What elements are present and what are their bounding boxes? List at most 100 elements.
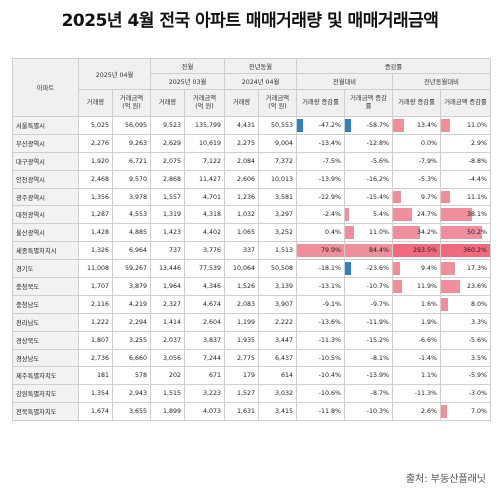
rate-bar [393,280,403,293]
rate-cell: 293.5% [392,241,442,261]
table-row: 경상북도 1,807 3,255 2,037 3,837 1,935 3,447 -11.3%… [12,330,492,350]
rate-value: 3.5% [471,354,488,362]
table-row: 광주광역시 1,356 3,978 1,557 4,701 1,236 3,581 -12.9… [12,187,492,207]
rate-bar [441,405,447,419]
rate-cell: -5.6% [344,151,394,171]
value-cell: 1,631 [224,402,260,422]
value-cell: 2,275 [224,133,260,153]
rate-value: 24.7% [417,211,438,219]
table-row: 제주특별자치도 181 578 202 671 179 614 -10.4% -13.9% 1.1… [12,366,492,386]
table-row: 대전광역시 1,287 4,553 1,319 4,318 1,032 3,297 -2.4%… [12,205,492,225]
rate-value: 8.0% [471,300,488,308]
value-cell: 3,978 [111,187,152,207]
header-prev-month: 전월 [150,58,226,74]
rate-cell: -23.6% [344,259,394,279]
rate-cell: -7.5% [296,151,346,171]
rate-cell: -13.4% [296,133,346,153]
rate-cell: -7.9% [392,151,442,171]
region-cell: 부산광역시 [12,133,79,153]
rate-bar [441,208,473,222]
header-amount-rate: 거래금액 증감률 [440,89,492,117]
region-cell: 인천광역시 [12,169,79,189]
value-cell: 13,446 [150,259,186,279]
value-cell: 1,707 [78,277,113,296]
value-cell: 59,267 [111,259,152,279]
rate-cell: -10.5% [296,348,346,368]
rate-cell: -58.7% [344,116,394,135]
header-prev-year: 전년동월 [224,58,298,74]
rate-bar [441,297,448,311]
header-amount: 거래금액 (억 원) [184,89,226,117]
rate-value: -4.4% [468,175,488,183]
rate-cell: -13.9% [344,366,394,386]
rate-value: -58.7% [366,121,390,129]
region-cell: 제주특별자치도 [12,366,79,386]
value-cell: 1,899 [150,402,186,422]
table-row: 전라남도 1,222 2,294 1,414 2,604 1,199 2,222 -13.6%… [12,312,492,332]
value-cell: 3,255 [111,330,152,350]
rate-value: 11.0% [369,229,390,237]
header-volume-rate: 거래량 증감률 [296,89,346,117]
header-change: 증감률 [296,58,492,74]
value-cell: 2,629 [150,133,186,153]
rate-value: -10.5% [318,354,342,362]
rate-cell: 5.4% [344,205,394,225]
value-cell: 3,223 [184,384,226,404]
header-mom: 전월대비 [296,73,394,90]
rate-bar [441,280,461,293]
value-cell: 9,004 [258,133,298,153]
header-prev-month-period: 2025년 03월 [150,73,226,90]
rate-cell: 0.0% [392,133,442,153]
rate-bar [345,208,350,222]
rate-cell: 34.2% [392,223,442,243]
value-cell: 6,964 [111,241,152,261]
rate-cell: -10.6% [296,384,346,404]
value-cell: 3,837 [184,330,226,350]
value-cell: 50,553 [258,116,298,135]
rate-cell: 9.7% [392,187,442,207]
rate-value: 9.7% [421,193,438,201]
rate-cell: -3.0% [440,384,492,404]
rate-cell: 17.3% [440,259,492,279]
value-cell: 3,032 [258,384,298,404]
value-cell: 10,064 [224,259,260,279]
value-cell: 9,523 [150,116,186,135]
rate-value: 1.1% [421,372,438,380]
rate-value: -23.6% [366,265,390,273]
value-cell: 1,557 [150,187,186,207]
rate-value: 23.6% [467,282,488,290]
header-region: 아파트 [12,58,79,117]
region-cell: 충청남도 [12,294,79,314]
value-cell: 1,807 [78,330,113,350]
rate-value: 2.6% [421,408,438,416]
rate-value: 0.0% [421,139,438,147]
rate-value: -13.9% [366,372,390,380]
rate-value: -5.6% [468,336,488,344]
value-cell: 3,447 [258,330,298,350]
value-cell: 2,775 [224,348,260,368]
value-cell: 1,526 [224,277,260,296]
rate-cell: 3.5% [440,348,492,368]
rate-bar [393,262,401,276]
rate-value: -5.3% [418,175,438,183]
rate-cell: -10.3% [344,402,394,422]
rate-cell: -9.1% [296,294,346,314]
region-cell: 경상남도 [12,348,79,368]
value-cell: 2,868 [150,169,186,189]
rate-value: -6.6% [418,336,438,344]
value-cell: 2,037 [150,330,186,350]
rate-value: -8.8% [468,157,488,165]
value-cell: 4,346 [184,277,226,296]
rate-value: 1.6% [421,300,438,308]
value-cell: 1,065 [224,223,260,243]
rate-value: 5.4% [373,211,390,219]
rate-value: 293.5% [413,247,438,255]
rate-value: -12.8% [366,139,390,147]
value-cell: 2,943 [111,384,152,404]
table-row: 전북특별자치도 1,674 3,655 1,899 4,073 1,631 3,415 -11… [12,402,492,422]
rate-bar [441,244,490,258]
region-cell: 충청북도 [12,277,79,296]
rate-cell: 1.9% [392,312,442,332]
rate-value: 3.3% [471,318,488,326]
value-cell: 737 [150,241,186,261]
